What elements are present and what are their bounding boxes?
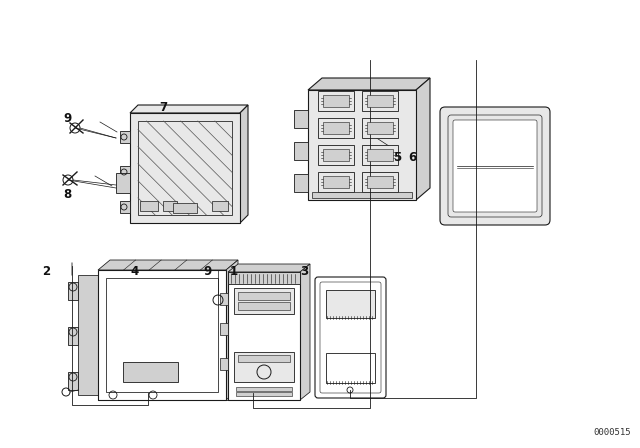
FancyBboxPatch shape — [453, 120, 537, 212]
Bar — [323, 95, 349, 107]
Polygon shape — [78, 275, 98, 395]
Bar — [308, 90, 416, 200]
Polygon shape — [130, 105, 248, 113]
Bar — [367, 122, 393, 134]
Bar — [234, 288, 294, 314]
Polygon shape — [120, 166, 130, 178]
Bar — [130, 113, 240, 223]
Polygon shape — [226, 260, 238, 400]
Polygon shape — [68, 327, 78, 345]
Polygon shape — [294, 110, 308, 128]
Bar — [318, 118, 354, 138]
Bar — [318, 91, 354, 111]
Polygon shape — [220, 293, 228, 305]
Bar — [367, 176, 393, 188]
Polygon shape — [120, 131, 130, 143]
Bar — [362, 172, 398, 192]
Bar — [318, 172, 354, 192]
Bar — [123, 362, 178, 382]
Polygon shape — [68, 372, 78, 390]
Bar — [312, 192, 412, 198]
Bar — [362, 145, 398, 165]
Text: 6: 6 — [409, 151, 417, 164]
Bar — [173, 203, 197, 213]
Bar — [98, 270, 226, 400]
Polygon shape — [68, 282, 78, 300]
Bar — [236, 392, 292, 396]
Bar — [362, 91, 398, 111]
Polygon shape — [98, 260, 238, 270]
Bar — [362, 118, 398, 138]
Bar — [326, 353, 375, 383]
Text: 4: 4 — [131, 264, 138, 278]
Bar — [212, 201, 228, 211]
Polygon shape — [120, 201, 130, 213]
Bar — [228, 272, 300, 284]
Bar — [326, 290, 375, 318]
Bar — [236, 387, 292, 391]
Polygon shape — [300, 264, 310, 400]
Text: 2: 2 — [42, 264, 50, 278]
Bar — [234, 352, 294, 382]
Bar — [323, 149, 349, 161]
Bar — [318, 145, 354, 165]
Bar — [163, 201, 177, 211]
Text: 9: 9 — [63, 112, 71, 125]
Text: 0000515: 0000515 — [593, 427, 631, 436]
Polygon shape — [220, 358, 228, 370]
FancyBboxPatch shape — [448, 115, 542, 217]
Text: 3: 3 — [300, 264, 308, 278]
Polygon shape — [308, 78, 430, 90]
Bar — [323, 176, 349, 188]
Polygon shape — [416, 78, 430, 200]
Bar — [228, 272, 300, 400]
Bar — [367, 149, 393, 161]
FancyBboxPatch shape — [320, 282, 381, 393]
Polygon shape — [294, 142, 308, 160]
Bar — [367, 95, 393, 107]
Text: 1: 1 — [230, 264, 237, 278]
Text: 5: 5 — [393, 151, 401, 164]
Polygon shape — [240, 105, 248, 223]
Text: 8: 8 — [63, 188, 71, 202]
FancyBboxPatch shape — [315, 277, 386, 398]
Polygon shape — [228, 264, 310, 272]
Text: 7: 7 — [159, 101, 167, 114]
Text: 9: 9 — [204, 264, 212, 278]
Bar — [138, 121, 232, 215]
FancyBboxPatch shape — [440, 107, 550, 225]
Bar — [238, 302, 290, 310]
Polygon shape — [294, 174, 308, 192]
Bar — [140, 201, 158, 211]
Bar — [238, 292, 290, 300]
Polygon shape — [116, 173, 130, 193]
Bar — [238, 355, 290, 362]
Bar — [323, 122, 349, 134]
Polygon shape — [220, 323, 228, 335]
Bar — [106, 278, 218, 392]
